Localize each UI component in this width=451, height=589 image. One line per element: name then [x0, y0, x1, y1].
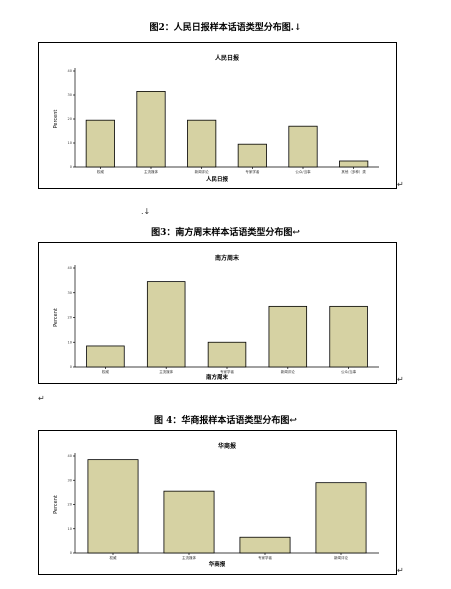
bar-huashang-1: [87, 459, 139, 554]
y-tick-label-huashang: 10: [68, 527, 72, 531]
bar-nanfang-4: [268, 305, 308, 368]
paragraph-mark: ↵: [397, 180, 404, 189]
y-tick-label-renmin: 10: [68, 141, 72, 145]
x-tick-label-renmin: 其他（多种）类: [341, 169, 366, 174]
x-tick-label-renmin: 公众/当事: [295, 169, 311, 174]
y-tick-label-nanfang: 30: [68, 291, 72, 295]
y-tick-label-nanfang: 10: [68, 340, 72, 344]
x-tick-label-nanfang: 公众/当事: [341, 369, 357, 374]
x-tick-label-nanfang: 新闻评论: [281, 369, 295, 374]
bar-nanfang-1: [86, 345, 125, 368]
chart-title-nanfang: 南方周末: [215, 254, 240, 262]
bar-renmin-6: [339, 160, 369, 168]
x-axis-label-huashang: 华商报: [209, 560, 226, 568]
x-tick-label-huashang: 主流媒体: [182, 555, 196, 560]
y-tick-label-renmin: 0: [70, 165, 72, 169]
x-tick-label-nanfang: 权威: [102, 369, 109, 374]
y-tick-label-nanfang: 20: [68, 316, 72, 320]
paragraph-mark: ↵: [397, 566, 404, 575]
x-axis-label-renmin: 人民日报: [206, 175, 229, 183]
y-tick-label-huashang: 0: [70, 551, 72, 555]
x-tick-label-huashang: 新闻评论: [334, 555, 348, 560]
paragraph-mark: ↵: [397, 375, 404, 384]
bar-huashang-4: [315, 482, 367, 554]
figure-2-chart: 人民日报 0 10 20 30 40 Percent 权威 主流媒体 新闻评论 专家学者 公众/当事 其…: [38, 42, 397, 189]
bar-nanfang-3: [207, 341, 247, 368]
y-axis-label-huashang: Percent: [53, 495, 59, 514]
y-axis-label-renmin: Percent: [53, 110, 59, 129]
bar-huashang-3: [239, 536, 291, 554]
bar-renmin-1: [85, 119, 115, 168]
chart-title-huashang: 华商报: [218, 442, 236, 450]
y-tick-label-huashang: 20: [68, 503, 72, 507]
chart-title-renmin: 人民日报: [215, 54, 239, 62]
paragraph-mark: ↵: [38, 394, 45, 403]
x-tick-label-renmin: 权威: [97, 169, 104, 174]
x-axis-label-nanfang: 南方周末: [206, 373, 229, 381]
x-tick-label-nanfang: 专家学者: [220, 369, 234, 374]
bar-nanfang-2: [146, 281, 186, 368]
x-tick-label-huashang: 权威: [110, 555, 117, 560]
y-tick-label-renmin: 30: [68, 93, 72, 97]
bar-renmin-5: [288, 125, 318, 168]
y-tick-label-nanfang: 40: [68, 266, 72, 270]
y-tick-label-renmin: 40: [68, 69, 72, 73]
figure-2-caption: 图2：人民日报样本话语类型分布图.↓: [149, 23, 302, 33]
figure-3-caption: 图3：南方周末样本话语类型分布图↩: [151, 228, 300, 238]
paragraph-mark: .↓: [141, 207, 151, 216]
chart-svg-renmin: 人民日报 0 10 20 30 40 Percent 权威 主流媒体 新闻评论 专家学者 公众/当事 其…: [53, 54, 379, 183]
bar-renmin-3: [187, 119, 217, 168]
bar-renmin-2: [136, 91, 166, 168]
x-tick-label-renmin: 新闻评论: [195, 169, 209, 174]
y-axis-label-nanfang: Percent: [53, 308, 59, 327]
figure-3-chart: 南方周末 0 10 20 30 40 Percent 权威 主流媒体 专家学者 新闻评论 公众/当事南…: [38, 242, 397, 384]
y-tick-label-huashang: 40: [68, 454, 72, 458]
y-tick-label-renmin: 20: [68, 117, 72, 121]
y-tick-label-nanfang: 0: [70, 365, 72, 369]
x-tick-label-nanfang: 主流媒体: [159, 369, 173, 374]
bar-nanfang-5: [329, 305, 368, 368]
bar-renmin-4: [237, 143, 267, 168]
figure-4-caption: 图 4：华商报样本话语类型分布图↩: [154, 416, 297, 426]
x-tick-label-huashang: 专家学者: [258, 555, 272, 560]
x-tick-label-renmin: 主流媒体: [144, 169, 158, 174]
figure-4-chart: 华商报 0 10 20 30 40 Percent 权威 主流媒体 专家学者 新闻评论 华商报: [38, 430, 397, 575]
x-tick-label-renmin: 专家学者: [245, 169, 259, 174]
y-tick-label-huashang: 30: [68, 478, 72, 482]
bar-huashang-2: [163, 490, 215, 554]
